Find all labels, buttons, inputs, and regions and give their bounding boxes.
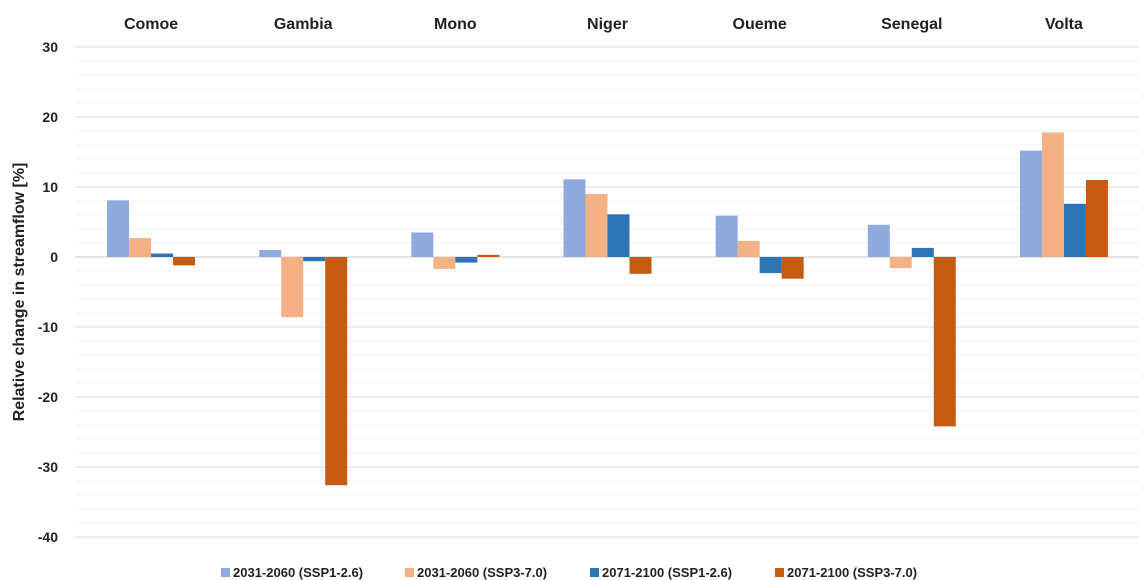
bar bbox=[107, 200, 130, 257]
bar bbox=[151, 253, 174, 257]
bar bbox=[411, 232, 434, 257]
bar bbox=[1041, 132, 1064, 257]
bar bbox=[585, 194, 608, 257]
legend-item: 2071-2100 (SSP3-7.0) bbox=[775, 565, 917, 580]
category-labels: Comoe Gambia Mono Niger Oueme Senegal Volta bbox=[124, 16, 1083, 33]
legend-swatch bbox=[405, 568, 414, 577]
y-tick-label: 20 bbox=[42, 109, 58, 125]
bar bbox=[737, 240, 760, 257]
bar bbox=[259, 250, 282, 257]
legend-item: 2031-2060 (SSP3-7.0) bbox=[405, 565, 547, 580]
y-axis: 30 20 10 0 -10 -20 -30 -40 bbox=[38, 39, 58, 545]
bar bbox=[759, 257, 782, 274]
bar bbox=[911, 247, 934, 257]
y-tick-label: -40 bbox=[38, 529, 58, 545]
bar bbox=[1019, 150, 1042, 257]
bar bbox=[563, 179, 586, 257]
category-label: Senegal bbox=[881, 16, 942, 33]
y-axis-title: Relative change in streamflow [%] bbox=[11, 163, 28, 422]
bar bbox=[1063, 203, 1086, 257]
bar bbox=[477, 254, 500, 257]
y-tick-label: 10 bbox=[42, 179, 58, 195]
bar bbox=[455, 257, 478, 263]
bar bbox=[173, 257, 196, 266]
category-label: Oueme bbox=[733, 16, 787, 33]
y-tick-label: -30 bbox=[38, 459, 58, 475]
category-label: Mono bbox=[434, 16, 477, 33]
bar bbox=[303, 257, 326, 262]
bar bbox=[129, 238, 152, 257]
legend-swatch bbox=[590, 568, 599, 577]
bar bbox=[607, 214, 630, 257]
legend-label: 2031-2060 (SSP3-7.0) bbox=[417, 565, 547, 580]
bar bbox=[629, 257, 652, 274]
bar bbox=[281, 257, 304, 318]
legend-item: 2031-2060 (SSP1-2.6) bbox=[221, 565, 363, 580]
legend: 2031-2060 (SSP1-2.6) 2031-2060 (SSP3-7.0)… bbox=[221, 565, 917, 580]
y-tick-label: 30 bbox=[42, 39, 58, 55]
legend-label: 2071-2100 (SSP1-2.6) bbox=[602, 565, 732, 580]
bars bbox=[107, 132, 1108, 486]
bar bbox=[781, 257, 804, 279]
category-label: Volta bbox=[1045, 16, 1083, 33]
legend-label: 2031-2060 (SSP1-2.6) bbox=[233, 565, 363, 580]
gridlines bbox=[75, 46, 1139, 538]
bar bbox=[325, 257, 348, 486]
legend-item: 2071-2100 (SSP1-2.6) bbox=[590, 565, 732, 580]
legend-swatch bbox=[221, 568, 230, 577]
legend-swatch bbox=[775, 568, 784, 577]
bar bbox=[933, 257, 956, 427]
category-label: Niger bbox=[587, 16, 628, 33]
category-label: Comoe bbox=[124, 16, 178, 33]
bar bbox=[1085, 180, 1108, 257]
y-tick-label: 0 bbox=[50, 249, 58, 265]
bar bbox=[867, 224, 890, 257]
legend-label: 2071-2100 (SSP3-7.0) bbox=[787, 565, 917, 580]
bar bbox=[889, 257, 912, 269]
bar bbox=[715, 215, 738, 257]
category-label: Gambia bbox=[274, 16, 333, 33]
y-tick-label: -10 bbox=[38, 319, 58, 335]
y-tick-label: -20 bbox=[38, 389, 58, 405]
bar bbox=[433, 257, 456, 269]
